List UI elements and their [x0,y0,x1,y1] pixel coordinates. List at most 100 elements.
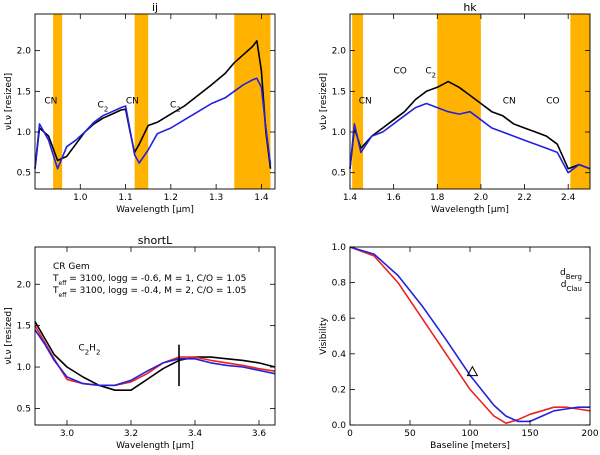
y-tick-label: 0.2 [332,385,346,395]
x-tick-label: 3.6 [252,429,267,439]
band [352,14,364,189]
x-tick-label: 1.3 [209,193,223,203]
legend-part: = 3100, logg = -0.4, M = 2, C/O = 1.05 [66,286,246,296]
legend-part: Berg [566,273,582,281]
y-tick-label: 0.5 [332,169,346,179]
annotation-label: C2H2 [78,343,100,356]
label-part: 2 [85,348,89,356]
label-part: CN [126,97,139,107]
series-line [349,102,591,174]
x-tick-label: 1.1 [118,193,132,203]
series-line [349,246,591,425]
band [437,14,481,189]
plot-frame [34,246,276,426]
legend-part: d [560,268,566,278]
label-part: C [170,101,176,111]
legend-entry: Teff = 3100, logg = -0.4, M = 2, C/O = 1… [52,286,246,299]
label-part: CO [546,97,559,107]
annotation-label: CN [359,97,372,107]
y-tick-label: 0.8 [332,279,347,289]
visibility-panel: 0 50 100 150 200 0.0 0.2 0.4 0.6 0.8 1.0 Baseline [… [319,243,599,451]
label-part: 2 [96,348,100,356]
legend-part: Clau [566,285,582,293]
y-tick-label: 0.5 [17,404,31,414]
x-tick-label: 0 [347,429,353,439]
y-axis-label: Visibility [319,316,329,354]
data-point-triangle [466,365,479,377]
annotation-label: CO [393,66,406,76]
shortL-panel: shortL 3.0 3.2 3.4 3.6 0.5 1.0 1.5 2.0 Wavelength… [4,234,276,451]
hk-panel: hk 1.4 1.6 1.8 2.0 2.2 2.4 0.5 1.0 1.5 2.0 Waveleng… [319,1,591,215]
y-tick-label: 1.5 [332,87,346,97]
legend-entry: Teff = 3100, logg = -0.6, M = 1, C/O = 1… [52,274,246,287]
y-tick-label: 1.0 [332,243,347,253]
annotation-label: C2 [98,101,109,114]
x-tick-label: 1.4 [254,193,269,203]
y-tick-label: 1.5 [17,87,31,97]
y-tick-label: 2.0 [17,280,32,290]
ij-panel: ij 1.0 1.1 1.2 1.3 1.4 0.5 1.0 1.5 2.0 Wavelength … [4,1,276,215]
y-axis-label: νLν [resized] [4,307,14,364]
annotation-label: CO [546,97,559,107]
band [570,14,590,189]
x-tick-label: 100 [461,429,478,439]
x-tick-label: 2.0 [474,193,489,203]
x-axis-label: Baseline [meters] [430,441,510,451]
y-axis-label: νLν [resized] [319,73,329,130]
x-tick-label: 150 [521,429,538,439]
plot-frame [349,13,591,190]
x-tick-label: 3.4 [188,429,203,439]
y-tick-label: 2.0 [332,47,347,57]
series-line [349,246,590,423]
y-tick-label: 0.6 [332,314,347,324]
label-part: 2 [176,106,180,114]
label-part: 2 [432,71,436,79]
series-line [34,329,276,387]
band [234,14,271,189]
x-tick-label: 2.2 [517,193,531,203]
y-tick-label: 1.5 [17,322,31,332]
label-part: CN [44,97,57,107]
x-tick-label: 3.0 [60,429,75,439]
x-tick-label: 1.8 [430,193,445,203]
x-tick-label: 1.2 [164,193,178,203]
annotation-label: C2 [170,101,181,114]
label-part: H [89,343,96,353]
series-line [34,325,276,387]
series-line [34,321,276,392]
label-part: 2 [104,106,108,114]
legend-part: d [561,280,567,290]
chart-title: shortL [138,234,173,247]
y-tick-label: 1.0 [17,363,32,373]
legend-entry: dBerg [560,268,582,281]
x-tick-label: 50 [404,429,416,439]
x-tick-label: 1.4 [343,193,358,203]
label-part: C [425,66,431,76]
x-axis-label: Wavelength [μm] [116,441,194,451]
x-tick-label: 200 [581,429,598,439]
x-tick-label: 1.6 [386,193,401,203]
y-tick-label: 0.0 [332,421,347,431]
x-tick-label: 2.4 [561,193,576,203]
label-part: CN [359,97,372,107]
legend-part: T [52,274,59,284]
annotation-label: CN [44,97,57,107]
plot-frame [349,246,591,426]
series-line [349,80,591,170]
x-tick-label: 1.0 [73,193,88,203]
x-axis-label: Wavelength [μm] [431,205,509,215]
label-part: C [98,101,104,111]
legend-entry: dClau [561,280,582,293]
chart-title: hk [463,1,477,14]
series-line [34,77,272,170]
plot-frame [34,13,276,190]
y-axis-label: νLν [resized] [4,73,14,130]
label-part: CN [503,97,516,107]
y-tick-label: 0.4 [332,350,347,360]
annotation-label: CN [126,97,139,107]
annotation-label: C2 [425,66,436,79]
chart-title: ij [152,1,158,14]
y-tick-label: 1.0 [17,128,32,138]
legend-part: T [52,286,59,296]
